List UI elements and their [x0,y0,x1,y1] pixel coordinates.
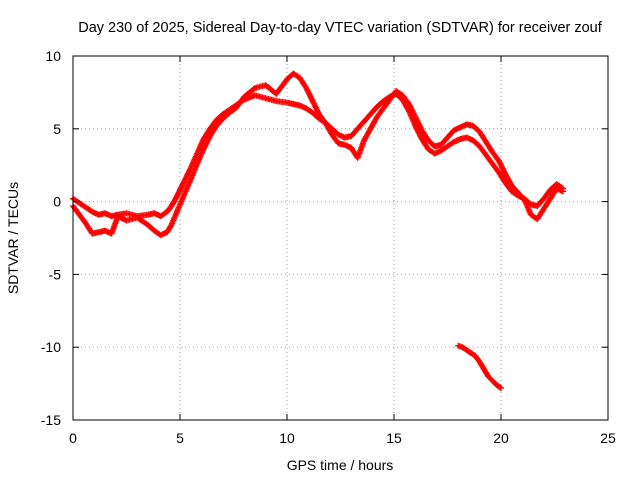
plot-frame [72,55,609,421]
grid-lines [73,56,608,420]
y-tick-label: -5 [49,266,62,282]
x-tick-label: 0 [69,430,77,446]
series-track-c [455,342,504,391]
series-track-b [70,70,567,239]
y-tick-label: 5 [53,121,61,137]
y-tick-label: 0 [53,194,61,210]
data-points [70,70,567,391]
y-tick-label: 10 [45,48,61,64]
data-point-fill [167,223,174,230]
y-tick-label: -10 [41,339,61,355]
y-axis-ticks: -15 -10 -5 0 5 10 [41,48,608,428]
x-axis-ticks: 0 5 10 15 20 25 [69,56,616,446]
x-axis-label: GPS time / hours [287,457,394,473]
x-tick-label: 15 [386,430,402,446]
x-tick-label: 25 [600,430,616,446]
x-tick-label: 10 [279,430,295,446]
y-tick-label: -15 [41,412,61,428]
y-axis-label: SDTVAR / TECUs [5,182,21,294]
data-point [560,188,567,195]
chart-title: Day 230 of 2025, Sidereal Day-to-day VTE… [78,20,603,36]
x-tick-label: 20 [493,430,509,446]
x-tick-label: 5 [176,430,184,446]
data-point-fill [496,384,503,391]
data-point [498,384,504,391]
